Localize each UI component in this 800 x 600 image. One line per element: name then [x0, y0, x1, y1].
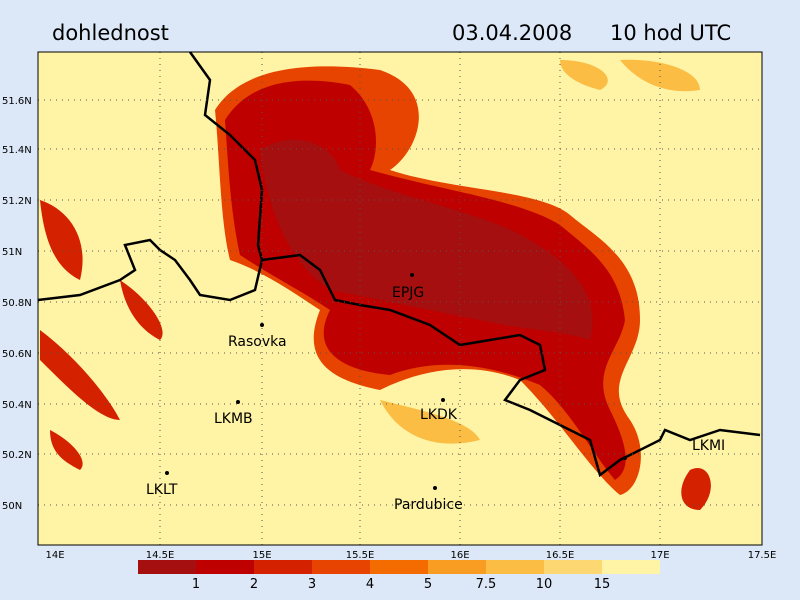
legend-label: 4 [366, 577, 374, 592]
lon-label: 17E [650, 550, 669, 561]
lon-label: 14.5E [146, 550, 175, 561]
axis-labels: 51.6N 51.4N 51.2N 51N 50.8N 50.6N 50.4N 50.2N 50… [2, 96, 776, 561]
legend-swatch [370, 560, 428, 574]
date: 03.04.2008 [452, 21, 572, 45]
lon-label: 15.5E [346, 550, 375, 561]
station-label: LKMI [692, 438, 725, 454]
legend-label: 10 [536, 577, 553, 592]
station-dot [165, 471, 169, 475]
legend-swatch [254, 560, 312, 574]
legend-label: 15 [594, 577, 611, 592]
legend-label: 2 [250, 577, 258, 592]
legend-swatch [544, 560, 602, 574]
station-dot [441, 398, 445, 402]
lat-label: 50.6N [2, 349, 32, 360]
field-dark [260, 139, 593, 340]
legend-swatch [196, 560, 254, 574]
station-dot [410, 273, 414, 277]
legend-swatch [428, 560, 486, 574]
legend-label: 5 [424, 577, 432, 592]
legend-label: 7.5 [476, 577, 497, 592]
stations: EPJG Rasovka LKMB LKDK LKMI LKLT Pardubi… [146, 273, 725, 513]
lat-label: 51.2N [2, 196, 32, 207]
lat-label: 51.4N [2, 145, 32, 156]
lat-label: 50.2N [2, 450, 32, 461]
legend-label: 1 [192, 577, 200, 592]
station-label: Rasovka [228, 334, 287, 350]
legend-swatch [312, 560, 370, 574]
lon-label: 15E [252, 550, 271, 561]
station-label: LKDK [420, 407, 458, 423]
station-dot [623, 456, 627, 460]
station-dot [236, 400, 240, 404]
title: dohlednost [52, 21, 169, 45]
lon-label: 14E [45, 550, 64, 561]
map-frame [37, 51, 763, 546]
lon-label: 16E [450, 550, 469, 561]
station-label: LKLT [146, 482, 178, 498]
station-label: EPJG [392, 285, 424, 301]
station-dot [260, 323, 264, 327]
station-label: Pardubice [394, 497, 463, 513]
lat-label: 51.6N [2, 96, 32, 107]
lon-label: 16.5E [546, 550, 575, 561]
station-label: LKMB [214, 411, 253, 427]
lat-label: 51N [2, 247, 22, 258]
station-dot [433, 486, 437, 490]
lat-label: 50.8N [2, 298, 32, 309]
graticule [38, 52, 762, 545]
legend-label: 3 [308, 577, 316, 592]
legend-swatch [138, 560, 196, 574]
lat-label: 50.4N [2, 400, 32, 411]
lat-label: 50N [2, 501, 22, 512]
legend-swatch [486, 560, 544, 574]
map-area: EPJG Rasovka LKMB LKDK LKMI LKLT Pardubi… [37, 51, 763, 546]
legend: 1 2 3 4 5 7.5 10 15 [138, 560, 660, 592]
lon-label: 17.5E [748, 550, 777, 561]
time: 10 hod UTC [610, 21, 731, 45]
legend-swatch [602, 560, 660, 574]
